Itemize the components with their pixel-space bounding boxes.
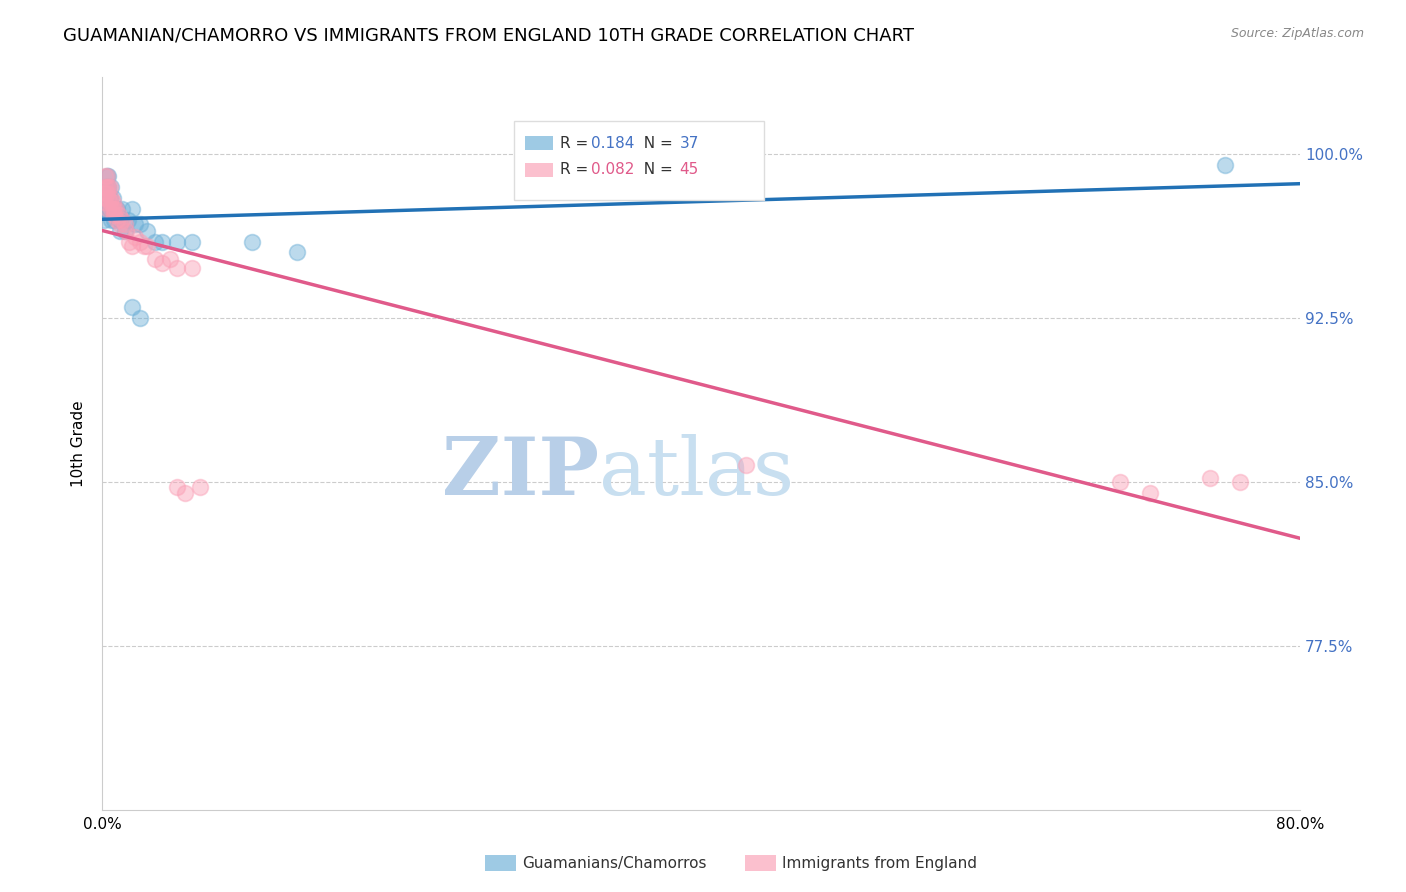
Point bbox=[98, 202, 121, 216]
Point bbox=[1213, 158, 1236, 172]
Point bbox=[97, 179, 120, 194]
Point bbox=[94, 179, 117, 194]
Point bbox=[143, 235, 166, 249]
Point bbox=[121, 300, 143, 314]
Text: R =: R = bbox=[560, 162, 593, 178]
Point bbox=[103, 202, 125, 216]
Text: ZIP: ZIP bbox=[443, 434, 599, 512]
Point bbox=[96, 186, 118, 201]
Point bbox=[108, 217, 131, 231]
Point bbox=[111, 202, 134, 216]
Text: 0.184: 0.184 bbox=[591, 136, 634, 151]
Point bbox=[114, 224, 136, 238]
Text: atlas: atlas bbox=[599, 434, 794, 512]
Point bbox=[101, 202, 124, 216]
Point bbox=[104, 202, 127, 216]
Point bbox=[124, 217, 146, 231]
Text: N =: N = bbox=[634, 136, 678, 151]
Point bbox=[100, 202, 122, 216]
Point bbox=[159, 252, 181, 266]
Point bbox=[93, 195, 115, 210]
Point bbox=[117, 212, 139, 227]
Point bbox=[100, 191, 122, 205]
Point bbox=[128, 217, 150, 231]
Point bbox=[143, 252, 166, 266]
Point bbox=[107, 212, 129, 227]
Point bbox=[173, 486, 195, 500]
Point bbox=[101, 191, 124, 205]
Point bbox=[111, 212, 134, 227]
Y-axis label: 10th Grade: 10th Grade bbox=[72, 401, 86, 487]
Point bbox=[96, 191, 118, 205]
Point bbox=[150, 235, 173, 249]
Point bbox=[121, 202, 143, 216]
Point bbox=[166, 235, 188, 249]
Point bbox=[166, 480, 188, 494]
Point bbox=[97, 191, 120, 205]
Point bbox=[103, 208, 125, 222]
Point bbox=[115, 224, 138, 238]
Point bbox=[128, 235, 150, 249]
Point bbox=[101, 202, 124, 216]
Point bbox=[96, 179, 118, 194]
Point bbox=[104, 202, 127, 216]
Point bbox=[128, 311, 150, 326]
Text: N =: N = bbox=[634, 162, 678, 178]
Point bbox=[94, 191, 117, 205]
Point bbox=[1229, 475, 1251, 490]
Point bbox=[93, 186, 115, 201]
Point bbox=[136, 224, 159, 238]
Text: Guamanians/Chamorros: Guamanians/Chamorros bbox=[522, 856, 706, 871]
Point bbox=[107, 208, 129, 222]
Point bbox=[136, 239, 159, 253]
Point bbox=[100, 179, 122, 194]
Text: Immigrants from England: Immigrants from England bbox=[782, 856, 977, 871]
Point bbox=[1109, 475, 1132, 490]
Point bbox=[166, 260, 188, 275]
Point bbox=[181, 235, 204, 249]
Point bbox=[94, 202, 117, 216]
Point bbox=[105, 212, 128, 227]
Point bbox=[1199, 471, 1222, 485]
Point bbox=[98, 195, 121, 210]
Point bbox=[93, 212, 115, 227]
Point bbox=[94, 169, 117, 183]
Point bbox=[93, 202, 115, 216]
Point bbox=[97, 179, 120, 194]
Point bbox=[96, 169, 118, 183]
Text: 45: 45 bbox=[679, 162, 699, 178]
Text: GUAMANIAN/CHAMORRO VS IMMIGRANTS FROM ENGLAND 10TH GRADE CORRELATION CHART: GUAMANIAN/CHAMORRO VS IMMIGRANTS FROM EN… bbox=[63, 27, 914, 45]
Point bbox=[97, 202, 120, 216]
Point bbox=[97, 169, 120, 183]
Point bbox=[1139, 486, 1161, 500]
Point bbox=[121, 239, 143, 253]
Point bbox=[96, 169, 118, 183]
Point bbox=[101, 195, 124, 210]
Text: R =: R = bbox=[560, 136, 593, 151]
Point bbox=[240, 235, 263, 249]
Point bbox=[114, 217, 136, 231]
Point bbox=[96, 179, 118, 194]
Point bbox=[94, 179, 117, 194]
Point bbox=[98, 191, 121, 205]
Point bbox=[98, 179, 121, 194]
Text: Source: ZipAtlas.com: Source: ZipAtlas.com bbox=[1230, 27, 1364, 40]
Point bbox=[118, 235, 141, 249]
Point bbox=[181, 260, 204, 275]
Point bbox=[100, 212, 122, 227]
Point bbox=[105, 202, 128, 216]
Point bbox=[124, 230, 146, 244]
Point bbox=[285, 245, 308, 260]
Text: 37: 37 bbox=[679, 136, 699, 151]
Text: 0.082: 0.082 bbox=[591, 162, 634, 178]
Point bbox=[735, 458, 758, 472]
Point bbox=[103, 212, 125, 227]
Point bbox=[94, 191, 117, 205]
Point bbox=[108, 224, 131, 238]
Point bbox=[134, 239, 156, 253]
Point bbox=[188, 480, 211, 494]
Point bbox=[150, 256, 173, 270]
